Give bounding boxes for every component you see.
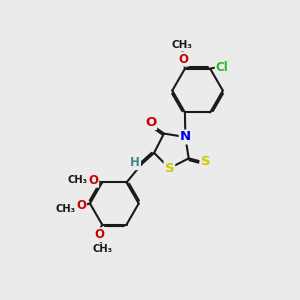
Text: O: O: [178, 53, 188, 66]
Text: S: S: [165, 162, 174, 175]
Text: H: H: [130, 156, 140, 169]
Text: CH₃: CH₃: [172, 40, 193, 50]
Text: O: O: [76, 199, 86, 212]
Text: CH₃: CH₃: [68, 175, 88, 185]
Text: O: O: [94, 228, 104, 241]
Text: Cl: Cl: [216, 61, 229, 74]
Text: O: O: [88, 174, 98, 187]
Text: N: N: [180, 130, 191, 143]
Text: O: O: [145, 116, 156, 129]
Text: CH₃: CH₃: [55, 204, 75, 214]
Text: S: S: [200, 155, 210, 168]
Text: CH₃: CH₃: [93, 244, 113, 254]
